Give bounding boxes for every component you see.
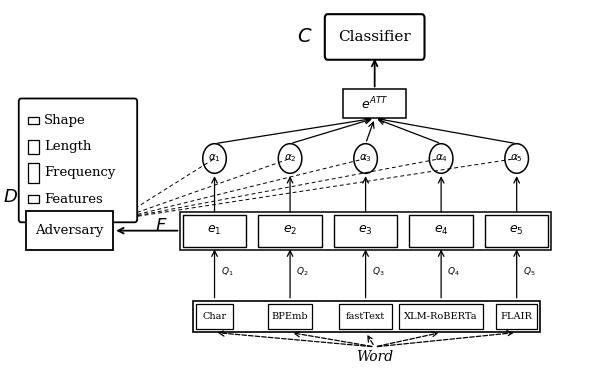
Text: FLAIR: FLAIR: [501, 312, 533, 321]
FancyBboxPatch shape: [410, 215, 473, 247]
FancyBboxPatch shape: [496, 304, 537, 329]
FancyBboxPatch shape: [193, 301, 540, 332]
FancyBboxPatch shape: [485, 215, 548, 247]
FancyBboxPatch shape: [26, 211, 113, 250]
FancyBboxPatch shape: [269, 304, 312, 329]
Text: $e_2$: $e_2$: [283, 224, 297, 237]
Text: $F$: $F$: [154, 217, 167, 235]
Text: Length: Length: [44, 140, 91, 153]
Text: $\alpha_1$: $\alpha_1$: [208, 153, 221, 164]
Text: Classifier: Classifier: [338, 30, 411, 44]
Text: fastText: fastText: [346, 312, 385, 321]
FancyBboxPatch shape: [29, 117, 39, 124]
Text: Frequency: Frequency: [44, 166, 115, 179]
Text: $e_3$: $e_3$: [358, 224, 373, 237]
Text: $\alpha_2$: $\alpha_2$: [283, 153, 297, 164]
FancyBboxPatch shape: [196, 304, 233, 329]
Text: $e^{ATT}$: $e^{ATT}$: [361, 96, 389, 112]
FancyBboxPatch shape: [19, 99, 137, 222]
Text: BPEmb: BPEmb: [271, 312, 309, 321]
Text: $Q_5$: $Q_5$: [523, 266, 535, 278]
Text: $\alpha_5$: $\alpha_5$: [510, 153, 523, 164]
Text: $e_5$: $e_5$: [509, 224, 524, 237]
Text: $Q_1$: $Q_1$: [221, 266, 233, 278]
FancyBboxPatch shape: [399, 304, 483, 329]
Text: $\alpha_3$: $\alpha_3$: [359, 153, 372, 164]
FancyBboxPatch shape: [29, 195, 39, 203]
Text: $Q_2$: $Q_2$: [296, 266, 309, 278]
Text: Word: Word: [356, 350, 393, 364]
FancyBboxPatch shape: [325, 14, 425, 60]
FancyBboxPatch shape: [334, 215, 397, 247]
FancyBboxPatch shape: [29, 163, 39, 183]
Text: $C$: $C$: [297, 28, 313, 46]
Text: $D$: $D$: [4, 188, 19, 206]
Text: $\alpha_4$: $\alpha_4$: [435, 153, 448, 164]
FancyBboxPatch shape: [183, 215, 246, 247]
Text: Char: Char: [203, 312, 227, 321]
Text: XLM-RoBERTa: XLM-RoBERTa: [404, 312, 478, 321]
FancyBboxPatch shape: [339, 304, 392, 329]
Text: $Q_3$: $Q_3$: [371, 266, 384, 278]
Text: $Q_4$: $Q_4$: [447, 266, 460, 278]
Text: Features: Features: [44, 192, 103, 205]
Text: Adversary: Adversary: [35, 224, 103, 237]
Text: $e_4$: $e_4$: [434, 224, 448, 237]
Text: Shape: Shape: [44, 114, 86, 127]
FancyBboxPatch shape: [343, 89, 407, 118]
Text: $e_1$: $e_1$: [208, 224, 222, 237]
FancyBboxPatch shape: [29, 140, 39, 153]
FancyBboxPatch shape: [258, 215, 322, 247]
